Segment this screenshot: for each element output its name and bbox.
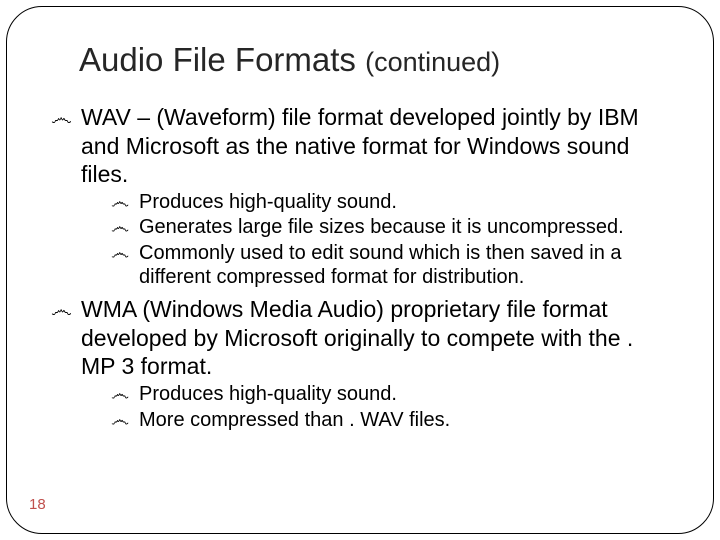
bullet-icon: ෴ — [111, 409, 139, 432]
sub-list-item: ෴Commonly used to edit sound which is th… — [111, 241, 669, 290]
bullet-icon: ෴ — [51, 297, 81, 324]
bullet-icon: ෴ — [111, 216, 139, 239]
sub-item-text: Generates large file sizes because it is… — [139, 216, 624, 238]
page-number: 18 — [29, 496, 46, 513]
bullet-icon: ෴ — [51, 105, 81, 132]
sub-item-text: Produces high-quality sound. — [139, 383, 397, 405]
sub-list-item: ෴Produces high-quality sound. — [111, 190, 669, 214]
sub-list: ෴Produces high-quality sound. ෴Generates… — [81, 190, 669, 290]
list-item-text: WMA (Windows Media Audio) proprietary fi… — [81, 296, 633, 379]
title-continued: (continued) — [365, 47, 500, 77]
sub-list-item: ෴Produces high-quality sound. — [111, 382, 669, 406]
list-item: ෴WMA (Windows Media Audio) proprietary f… — [51, 295, 669, 432]
title-main: Audio File Formats — [79, 41, 365, 78]
sub-item-text: Commonly used to edit sound which is the… — [139, 242, 622, 288]
sub-item-text: More compressed than . WAV files. — [139, 409, 450, 431]
bullet-icon: ෴ — [111, 383, 139, 406]
bullet-icon: ෴ — [111, 242, 139, 265]
main-list: ෴WAV – (Waveform) file format developed … — [51, 103, 669, 432]
sub-list-item: ෴Generates large file sizes because it i… — [111, 215, 669, 239]
slide-title: Audio File Formats (continued) — [79, 41, 669, 79]
sub-list-item: ෴More compressed than . WAV files. — [111, 408, 669, 432]
sub-list: ෴Produces high-quality sound. ෴More comp… — [81, 382, 669, 432]
slide-frame: Audio File Formats (continued) ෴WAV – (W… — [6, 6, 714, 534]
sub-item-text: Produces high-quality sound. — [139, 191, 397, 213]
bullet-icon: ෴ — [111, 191, 139, 214]
list-item-text: WAV – (Waveform) file format developed j… — [81, 104, 639, 187]
list-item: ෴WAV – (Waveform) file format developed … — [51, 103, 669, 289]
